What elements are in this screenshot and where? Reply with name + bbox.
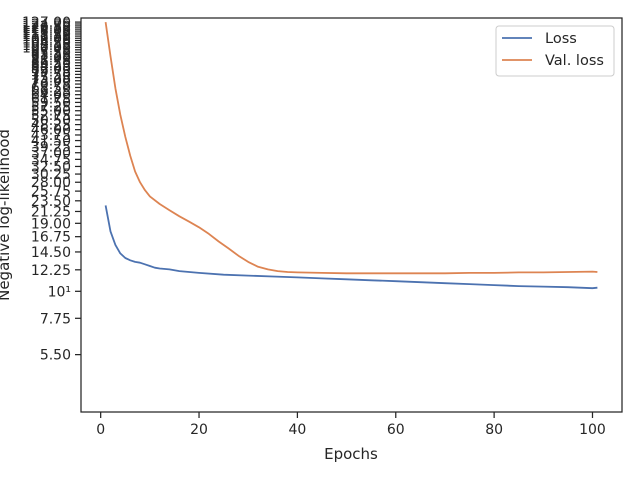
legend-label-val-loss: Val. loss xyxy=(545,53,604,69)
x-tick-label: 40 xyxy=(288,422,306,438)
y-tick-label: 10¹ xyxy=(48,284,71,300)
y-tick-label: 52.75 xyxy=(31,108,71,124)
legend-label-loss: Loss xyxy=(545,31,577,47)
y-tick-label: 12.25 xyxy=(31,263,71,279)
y-tick-label: 88.75 xyxy=(31,53,71,69)
y-tick-label: 84.25 xyxy=(31,59,71,75)
y-tick-label: 120.25 xyxy=(22,21,71,37)
y-tick-label: 82.00 xyxy=(31,61,71,77)
y-tick-label: 118.00 xyxy=(22,23,71,39)
x-tick-label: 20 xyxy=(190,422,208,438)
y-tick-label: 28.00 xyxy=(31,175,71,191)
y-tick-label: 113.50 xyxy=(22,27,71,43)
series-line-loss xyxy=(104,205,598,290)
y-tick-label: 124.75 xyxy=(22,17,71,33)
y-tick-label: 79.75 xyxy=(31,64,71,80)
x-tick-label: 100 xyxy=(579,422,606,438)
x-axis-label: Epochs xyxy=(324,445,378,463)
y-tick-label: 127.00 xyxy=(22,15,71,31)
y-axis-label: Negative log-likelihood xyxy=(0,129,13,301)
y-tick-label: 91.00 xyxy=(31,50,71,66)
y-tick-label: 39.25 xyxy=(31,139,71,155)
y-tick-label: 68.50 xyxy=(31,80,71,96)
y-tick-label: 59.50 xyxy=(31,95,71,111)
x-axis-ticks: 0 20 40 60 80 100 xyxy=(96,412,606,438)
y-tick-label: 61.75 xyxy=(31,91,71,107)
y-tick-label: 70.75 xyxy=(31,77,71,93)
y-axis-ticks: 5.50 7.75 10¹ 12.25 14.5016.7519.0021.2523.5… xyxy=(22,15,81,364)
y-tick-label: 34.75 xyxy=(31,152,71,168)
y-tick-label: 73.00 xyxy=(31,74,71,90)
y-tick-label: 102.25 xyxy=(22,38,71,54)
y-tick-label: 100.00 xyxy=(22,40,71,56)
y-tick-label: 48.25 xyxy=(31,118,71,134)
y-tick-label: 21.25 xyxy=(31,204,71,220)
y-tick-label: 5.50 xyxy=(40,348,71,364)
y-tick-label: 25.75 xyxy=(31,184,71,200)
y-tick-label: 93.25 xyxy=(31,48,71,64)
x-tick-label: 60 xyxy=(387,422,405,438)
y-tick-label: 64.00 xyxy=(31,88,71,104)
x-tick-label: 0 xyxy=(96,422,105,438)
y-tick-label: 104.50 xyxy=(22,36,71,52)
y-tick-label: 37.00 xyxy=(31,146,71,162)
y-tick-label: 75.25 xyxy=(31,71,71,87)
y-tick-label: 7.75 xyxy=(40,311,71,327)
y-tick-label: 66.25 xyxy=(31,84,71,100)
y-tick-label: 43.75 xyxy=(31,128,71,144)
y-tick-label: 30.25 xyxy=(31,167,71,183)
y-tick-label: 16.75 xyxy=(31,230,71,246)
y-tick-label: 57.25 xyxy=(31,99,71,115)
legend: Loss Val. loss xyxy=(495,25,615,77)
y-tick-label: 86.50 xyxy=(31,56,71,72)
y-tick-label: 77.50 xyxy=(31,67,71,83)
y-tick-label: 95.50 xyxy=(31,45,71,61)
y-tick-label: 106.75 xyxy=(22,33,71,49)
x-tick-label: 80 xyxy=(485,422,503,438)
y-tick-label: 46.00 xyxy=(31,123,71,139)
y-tick-label: 97.75 xyxy=(31,43,71,59)
y-tick-label: 122.50 xyxy=(22,19,71,35)
y-tick-label: 50.50 xyxy=(31,113,71,129)
y-tick-label: 41.50 xyxy=(31,134,71,150)
plot-frame xyxy=(80,17,623,413)
y-tick-label: 14.50 xyxy=(31,245,71,261)
y-tick-label: 19.00 xyxy=(31,216,71,232)
series-layer xyxy=(104,21,598,290)
y-tick-label: 23.50 xyxy=(31,194,71,210)
y-tick-label: 111.25 xyxy=(22,29,71,45)
y-tick-label: 32.50 xyxy=(31,159,71,175)
y-tick-label: 115.75 xyxy=(22,25,71,41)
y-tick-label: 55.00 xyxy=(31,104,71,120)
y-tick-label: 109.00 xyxy=(22,31,71,47)
plot-area xyxy=(81,18,622,412)
series-line-val-loss xyxy=(104,21,598,275)
